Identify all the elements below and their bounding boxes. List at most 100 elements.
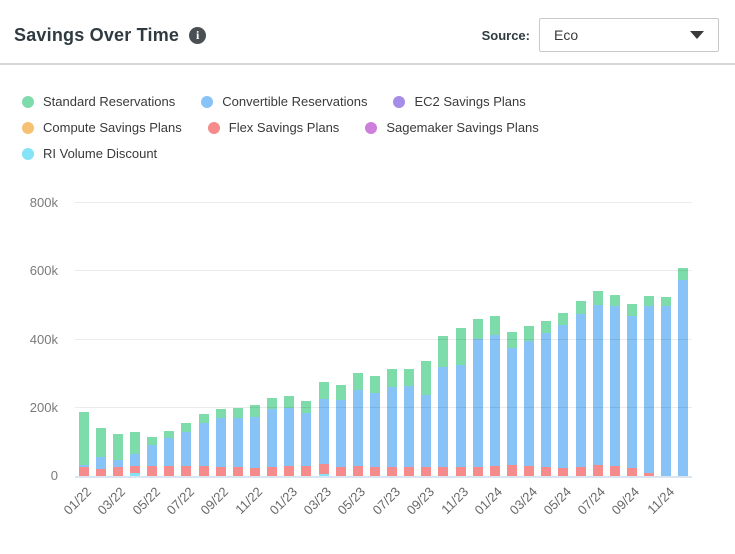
bar-segment [507,347,518,466]
bar-segment [95,428,106,458]
bar-05/23[interactable]: 05/23 [335,192,368,518]
bar-segment [678,279,689,476]
legend-dot-icon [207,121,220,134]
bar-segment [438,336,449,367]
legend-item[interactable]: Compute Savings Plans [22,120,182,135]
legend-item[interactable]: RI Volume Discount [22,146,157,161]
bar-01/22[interactable]: 01/22 [61,192,94,518]
bar-segment [489,335,500,466]
bar-segment [421,361,432,396]
x-axis-label: 01/24 [471,484,506,518]
x-axis-label: 01/23 [266,484,300,518]
bar-04/24[interactable] [538,192,555,476]
bar-10/24[interactable] [641,192,658,476]
bar-05/24[interactable]: 05/24 [540,192,574,518]
source-dropdown[interactable]: Eco [539,18,719,52]
bar-05/22[interactable]: 05/22 [129,192,163,518]
bar-segment [164,465,175,476]
bar-stack [524,325,535,476]
source-dropdown-value: Eco [554,27,579,43]
bar-02/22[interactable] [92,192,109,476]
bar-segment [575,467,586,476]
info-icon[interactable]: i [189,26,207,44]
bar-08/22[interactable] [195,192,212,476]
bar-segment [455,365,466,468]
legend-item[interactable]: Convertible Reservations [201,94,367,109]
gridline [75,338,692,340]
bar-segment [352,466,363,476]
bar-segment [387,368,398,387]
bar-segment [249,467,260,476]
bar-10/23[interactable] [435,192,452,476]
x-axis-label: 07/23 [369,484,403,518]
legend-dot-icon [365,121,378,134]
bar-03/24[interactable]: 03/24 [506,192,540,518]
bar-segment [284,466,295,476]
bar-stack [129,432,140,476]
bar-06/22[interactable] [161,192,178,476]
bar-12/23[interactable] [469,192,486,476]
bar-06/24[interactable] [572,192,589,476]
x-axis-label: 03/23 [300,484,335,518]
bar-04/22[interactable] [126,192,143,476]
bar-segment [198,414,209,424]
bar-segment [301,413,312,467]
widget-header: Savings Over Time i Source: Eco [0,0,735,54]
bar-12/24[interactable] [675,192,692,476]
bar-segment [421,395,432,467]
bar-09/23[interactable]: 09/23 [403,192,437,518]
bar-segment [301,466,312,476]
bar-10/22[interactable] [229,192,246,476]
bar-07/22[interactable]: 07/22 [163,192,197,518]
bar-08/24[interactable] [606,192,623,476]
bar-segment [644,306,655,474]
bar-segment [318,464,329,475]
bar-segment [541,332,552,468]
bar-03/23[interactable]: 03/23 [300,192,334,518]
bar-stack [232,408,243,476]
source-label: Source: [481,27,530,43]
bar-04/23[interactable] [332,192,349,476]
bar-segment [644,295,655,307]
bar-segment [609,294,620,307]
legend-item-label: Compute Savings Plans [43,120,182,135]
bar-11/23[interactable]: 11/23 [438,192,471,517]
bar-01/24[interactable]: 01/24 [472,192,505,518]
bar-segment [215,409,226,418]
bar-segment [78,467,89,476]
bar-segment [129,432,140,455]
legend-item[interactable]: Flex Savings Plans [207,120,339,135]
bar-09/22[interactable]: 09/22 [198,192,231,518]
legend-item[interactable]: Sagemaker Savings Plans [365,120,539,135]
bar-06/23[interactable] [366,192,383,476]
bar-segment [215,466,226,476]
bar-stack [489,316,500,476]
bar-12/22[interactable] [264,192,281,476]
bar-09/24[interactable]: 09/24 [609,192,643,518]
legend-item[interactable]: EC2 Savings Plans [393,94,526,109]
bar-stack [335,384,346,476]
bar-08/23[interactable] [401,192,418,476]
bar-segment [284,396,295,409]
bar-segment [627,468,637,476]
bar-11/22[interactable]: 11/22 [233,192,266,517]
bar-03/22[interactable]: 03/22 [95,192,128,518]
bar-stack [198,414,209,476]
bar-stack [215,409,226,476]
bar-stack [78,411,89,476]
bar-07/24[interactable]: 07/24 [575,192,608,518]
bar-segment [335,399,346,467]
x-axis-label: 09/22 [197,484,232,518]
y-axis-label: 200k [29,399,58,415]
bar-segment [198,466,209,476]
bar-11/24[interactable]: 11/24 [644,192,677,517]
bar-stack [267,397,278,476]
bar-stack [541,321,552,476]
legend-item[interactable]: Standard Reservations [22,94,175,109]
bar-02/23[interactable] [298,192,315,476]
bar-02/24[interactable] [503,192,520,476]
bar-01/23[interactable]: 01/23 [266,192,300,518]
chevron-down-icon [690,31,704,39]
bar-07/23[interactable]: 07/23 [369,192,403,518]
bar-segment [438,467,449,476]
